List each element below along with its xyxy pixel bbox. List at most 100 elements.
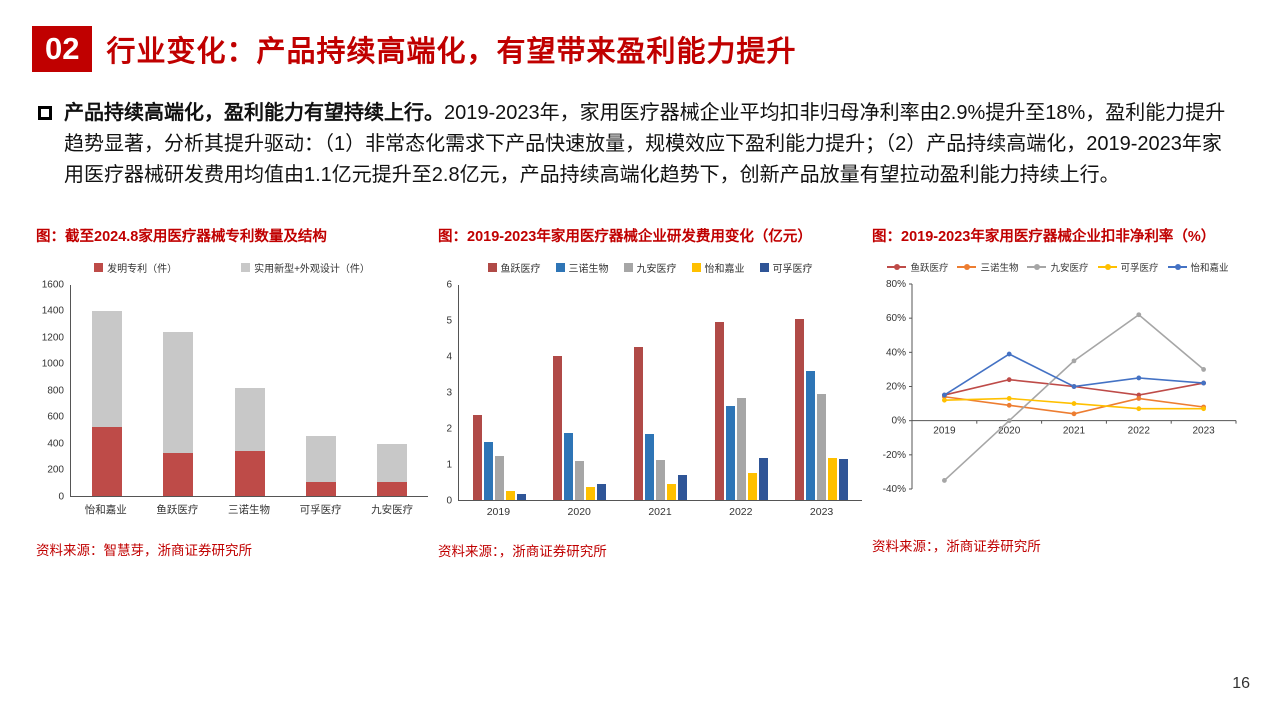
- legend-line-marker: [1167, 263, 1187, 270]
- svg-text:20%: 20%: [886, 381, 906, 392]
- page-title: 行业变化：产品持续高端化，有望带来盈利能力提升: [106, 35, 797, 68]
- data-point-marker: [1201, 366, 1206, 372]
- source-note: 资料来源：智慧芽，浙商证券研究所: [36, 542, 252, 558]
- legend-label: 鱼跃医疗: [500, 263, 541, 275]
- legend-item: 三诺生物: [555, 260, 609, 275]
- bar: [655, 459, 665, 500]
- x-axis-label: 怡和嘉业: [84, 503, 127, 516]
- bar-segment: [163, 453, 194, 496]
- source-note: 资料来源：，浙商证券研究所: [872, 538, 1041, 554]
- y-axis: 0 200 400 600 800 1000 1200 1400 1600: [36, 279, 70, 502]
- chart-plot-area: 0 1 2 3 4 5 6 2019 2020 2021 2022 2023: [438, 279, 862, 518]
- svg-text:60%: 60%: [886, 313, 906, 324]
- bar-cluster: [633, 285, 687, 500]
- stacked-bar: [234, 285, 265, 496]
- body-paragraph: 产品持续高端化，盈利能力有望持续上行。2019-2023年，家用医疗器械企业平均…: [0, 72, 1280, 191]
- y-axis-label: 3: [446, 387, 452, 399]
- legend-dot-icon: [1174, 263, 1181, 270]
- legend-label: 实用新型+外观设计（件）: [254, 263, 370, 275]
- bar-group: [459, 285, 540, 500]
- data-point-marker: [1006, 417, 1012, 423]
- bar: [714, 322, 724, 500]
- bar-cluster: [795, 285, 849, 500]
- bar-group: [620, 285, 701, 500]
- y-axis-label: 0: [446, 495, 452, 507]
- legend-label: 九安医疗: [1050, 262, 1089, 274]
- data-point-marker: [942, 392, 947, 398]
- svg-text:40%: 40%: [886, 347, 906, 358]
- legend-dot-icon: [1104, 263, 1111, 270]
- y-axis: 0 1 2 3 4 5 6: [438, 279, 458, 506]
- svg-text:-20%: -20%: [883, 449, 906, 460]
- bar: [597, 483, 607, 500]
- legend-label: 怡和嘉业: [704, 263, 745, 275]
- bar: [472, 415, 482, 500]
- bar: [839, 459, 849, 500]
- legend-line-marker: [1097, 263, 1117, 270]
- legend-item: 实用新型+外观设计（件）: [241, 260, 370, 275]
- data-point-marker: [1006, 376, 1012, 382]
- chart-plot-area: 0 200 400 600 800 1000 1200 1400 1600 怡和嘉业 鱼跃医疗 三诺…: [36, 279, 428, 517]
- legend-swatch-icon: [241, 262, 251, 272]
- x-axis-label: 2022: [729, 505, 753, 518]
- bar: [747, 473, 757, 500]
- bar: [725, 406, 735, 500]
- data-point-marker: [942, 397, 947, 403]
- stacked-bar: [305, 285, 336, 496]
- bar-segment: [234, 387, 265, 451]
- legend-label: 九安医疗: [636, 263, 677, 275]
- data-point-marker: [1071, 358, 1077, 363]
- y-axis-label: 600: [47, 411, 64, 423]
- bar: [633, 347, 643, 500]
- x-axis-label: 2021: [648, 505, 672, 518]
- legend-swatch-icon: [555, 262, 565, 272]
- svg-text:2023: 2023: [1192, 425, 1215, 436]
- slide-header: 02 行业变化：产品持续高端化，有望带来盈利能力提升: [0, 0, 1280, 72]
- data-point-marker: [1201, 405, 1206, 411]
- y-axis-label: 2: [446, 423, 452, 435]
- legend-dot-icon: [964, 263, 971, 270]
- bar-segment: [234, 450, 265, 496]
- svg-text:-40%: -40%: [883, 484, 906, 495]
- bar-segment: [377, 444, 408, 483]
- legend-label: 可孚医疗: [772, 263, 813, 275]
- svg-text:0%: 0%: [892, 415, 907, 426]
- bar-cluster: [553, 285, 607, 500]
- bar: [736, 397, 746, 500]
- chart-patent-structure: 图：截至2024.8家用医疗器械专利数量及结构 发明专利（件） 实用新型+外观设计…: [36, 225, 428, 560]
- plot: [458, 284, 862, 501]
- svg-text:2022: 2022: [1128, 425, 1151, 436]
- bar-group: [540, 285, 621, 500]
- legend-item: 怡和嘉业: [1167, 260, 1229, 274]
- legend-line-marker: [957, 263, 977, 270]
- source-note: 资料来源：，浙商证券研究所: [438, 543, 607, 559]
- bar-segment: [163, 332, 194, 454]
- data-point-marker: [1006, 402, 1012, 408]
- data-point-marker: [1071, 400, 1077, 406]
- chart-net-margin: 图：2019-2023年家用医疗器械企业扣非净利率（%） 鱼跃医疗 三诺生物 九安医…: [872, 225, 1244, 560]
- svg-text:80%: 80%: [886, 279, 906, 290]
- legend-swatch-icon: [94, 262, 104, 272]
- legend-item: 九安医疗: [1027, 260, 1089, 274]
- x-axis-label: 2019: [486, 505, 511, 518]
- legend-line-marker: [1027, 263, 1047, 270]
- data-point-marker: [1071, 383, 1077, 389]
- bar-group: [142, 285, 213, 496]
- x-axis-label: 三诺生物: [227, 503, 270, 516]
- bar: [644, 434, 654, 500]
- data-point-marker: [1071, 411, 1077, 416]
- stacked-bar: [163, 285, 194, 496]
- bar: [666, 483, 676, 500]
- legend-dot-icon: [894, 263, 901, 270]
- bar-group: [781, 285, 862, 500]
- bar-segment: [91, 311, 122, 428]
- data-point-marker: [1006, 395, 1012, 401]
- legend-item: 九安医疗: [623, 260, 677, 275]
- legend-line-marker: [887, 263, 907, 270]
- plot: [70, 284, 428, 497]
- svg-text:2020: 2020: [998, 425, 1021, 436]
- data-point-marker: [1136, 375, 1142, 380]
- y-axis-label: 5: [446, 315, 452, 327]
- bar: [494, 455, 504, 500]
